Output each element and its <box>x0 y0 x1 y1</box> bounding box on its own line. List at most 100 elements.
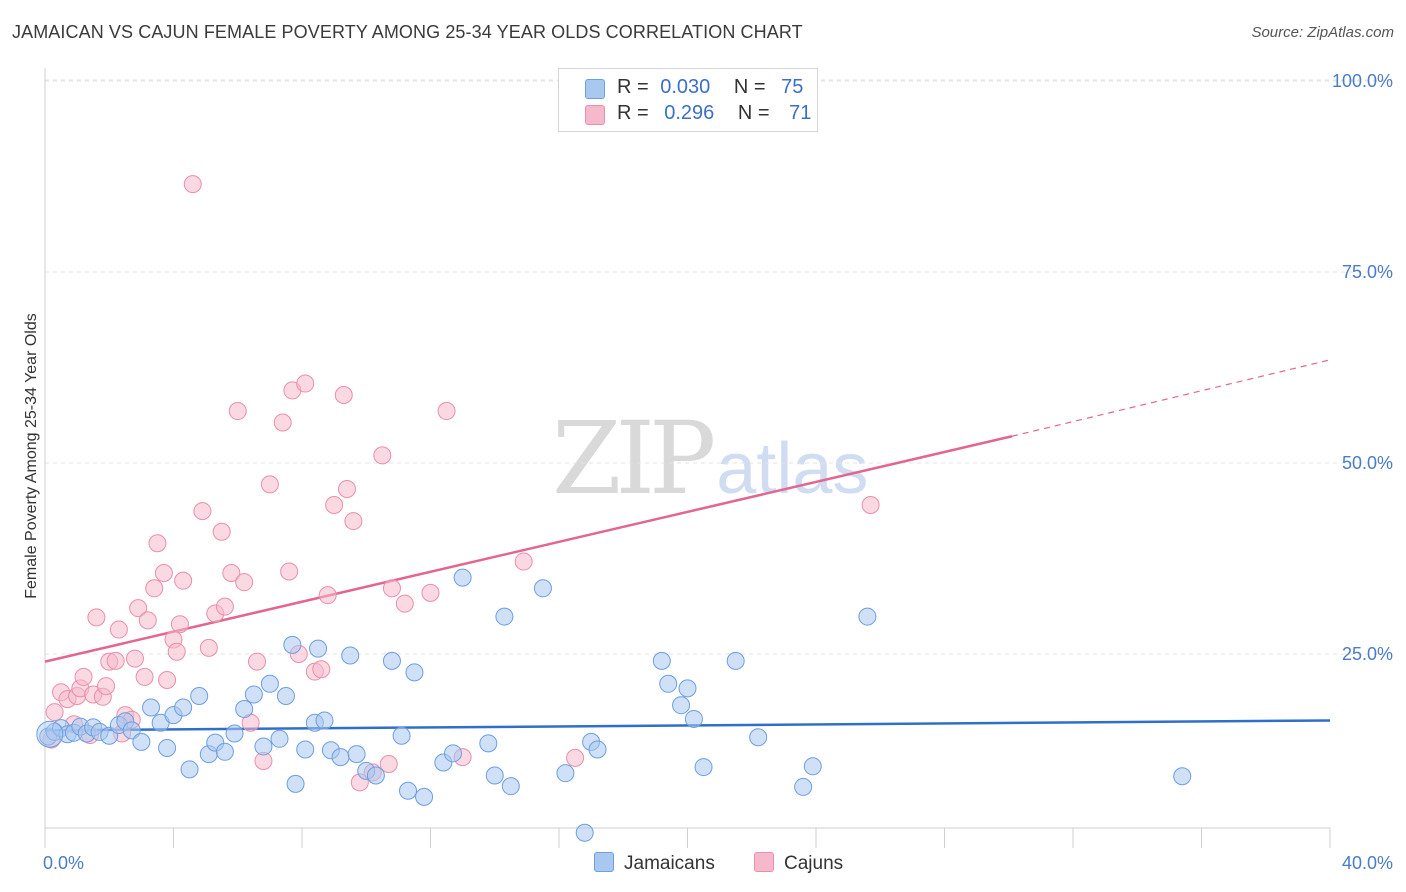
legend-n-label: N = <box>733 76 766 98</box>
point-cajuns <box>379 755 398 774</box>
point-cajuns <box>45 703 64 722</box>
point-jamaicans <box>286 774 305 793</box>
point-cajuns <box>344 512 363 531</box>
point-jamaicans <box>803 757 822 776</box>
legend-r-label: R = <box>617 102 649 124</box>
point-jamaicans <box>180 760 199 779</box>
y-tick-label: 50.0% <box>1342 453 1393 473</box>
point-cajuns <box>148 534 167 553</box>
point-jamaicans <box>405 663 424 682</box>
point-jamaicans <box>858 607 877 626</box>
point-jamaicans <box>347 745 366 764</box>
y-tick-label: 25.0% <box>1342 644 1393 664</box>
point-jamaicans <box>726 651 745 670</box>
trend-lines <box>44 359 1331 732</box>
tick-labels: 100.0% 75.0% 50.0% 25.0% 0.0% 40.0% <box>43 71 1393 873</box>
point-jamaicans <box>260 674 279 693</box>
point-cajuns <box>154 564 173 583</box>
point-jamaicans <box>158 738 177 757</box>
point-cajuns <box>395 594 414 613</box>
point-jamaicans <box>132 732 151 751</box>
point-cajuns <box>215 597 234 616</box>
point-cajuns <box>125 649 144 668</box>
point-cajuns <box>382 579 401 598</box>
point-jamaicans <box>415 787 434 806</box>
point-cajuns <box>199 638 218 657</box>
point-jamaicans <box>392 726 411 745</box>
point-cajuns <box>273 413 292 432</box>
point-cajuns <box>861 496 880 515</box>
point-jamaicans <box>575 823 594 842</box>
point-jamaicans <box>501 777 520 796</box>
point-jamaicans <box>244 685 263 704</box>
point-jamaicans <box>366 766 385 785</box>
legend-n-label: N = <box>737 102 770 124</box>
point-cajuns <box>138 611 157 630</box>
trend-line-cajuns <box>44 435 1013 663</box>
point-jamaicans <box>174 698 193 717</box>
point-jamaicans <box>1173 767 1192 786</box>
point-cajuns <box>87 608 106 627</box>
point-cajuns <box>334 386 353 405</box>
point-jamaicans <box>684 709 703 728</box>
point-cajuns <box>145 579 164 598</box>
point-jamaicans <box>283 635 302 654</box>
x-tick-label: 40.0% <box>1342 853 1393 873</box>
y-axis-label: Female Poverty Among 25-34 Year Olds <box>23 313 40 599</box>
bottom-legend-swatch-cajuns <box>754 852 774 872</box>
y-tick-label: 75.0% <box>1342 262 1393 282</box>
point-jamaicans <box>588 740 607 759</box>
point-jamaicans <box>235 700 254 719</box>
point-cajuns <box>312 660 331 679</box>
point-cajuns <box>129 599 148 618</box>
point-cajuns <box>566 748 585 767</box>
point-jamaicans <box>190 687 209 706</box>
point-cajuns <box>109 620 128 639</box>
legend-r-value: 0.296 <box>664 102 715 124</box>
point-jamaicans <box>672 696 691 715</box>
point-cajuns <box>437 402 456 421</box>
point-jamaicans <box>533 579 552 598</box>
bottom-legend-jamaicans: Jamaicans <box>594 852 715 875</box>
trend-line-jamaicans <box>44 719 1331 732</box>
point-jamaicans <box>495 607 514 626</box>
point-cajuns <box>280 562 299 581</box>
point-cajuns <box>222 564 241 583</box>
axes <box>44 68 1331 848</box>
legend-n-value: 75 <box>781 76 804 98</box>
point-cajuns <box>212 522 231 541</box>
legend-swatch-cajuns <box>585 105 605 125</box>
point-jamaicans <box>749 728 768 747</box>
point-cajuns <box>248 652 267 671</box>
x-tick-label: 0.0% <box>43 853 84 873</box>
watermark: ZIPatlas <box>552 400 868 517</box>
point-jamaicans <box>142 698 161 717</box>
point-cajuns <box>97 677 116 696</box>
point-cajuns <box>106 651 125 670</box>
gridlines <box>45 79 1392 655</box>
point-jamaicans <box>659 674 678 693</box>
point-cajuns <box>170 615 189 634</box>
point-jamaicans <box>270 729 289 748</box>
point-cajuns <box>135 667 154 686</box>
point-cajuns <box>228 402 247 421</box>
watermark-zip: ZIP <box>552 400 716 517</box>
point-cajuns <box>260 475 279 494</box>
point-jamaicans <box>309 639 328 658</box>
point-jamaicans <box>399 781 418 800</box>
y-tick-label: 100.0% <box>1332 71 1393 91</box>
point-jamaicans <box>296 740 315 759</box>
point-cajuns <box>337 479 356 498</box>
legend-r-value: 0.030 <box>660 76 711 98</box>
point-jamaicans <box>556 764 575 783</box>
point-cajuns <box>167 642 186 661</box>
trend-line-cajuns-extension <box>1011 359 1331 437</box>
point-cajuns <box>74 667 93 686</box>
point-jamaicans <box>382 651 401 670</box>
point-cajuns <box>158 670 177 689</box>
point-jamaicans <box>122 721 141 740</box>
point-jamaicans <box>315 711 334 730</box>
point-cajuns <box>514 552 533 571</box>
point-cajuns <box>183 175 202 194</box>
watermark-atlas: atlas <box>716 429 869 509</box>
